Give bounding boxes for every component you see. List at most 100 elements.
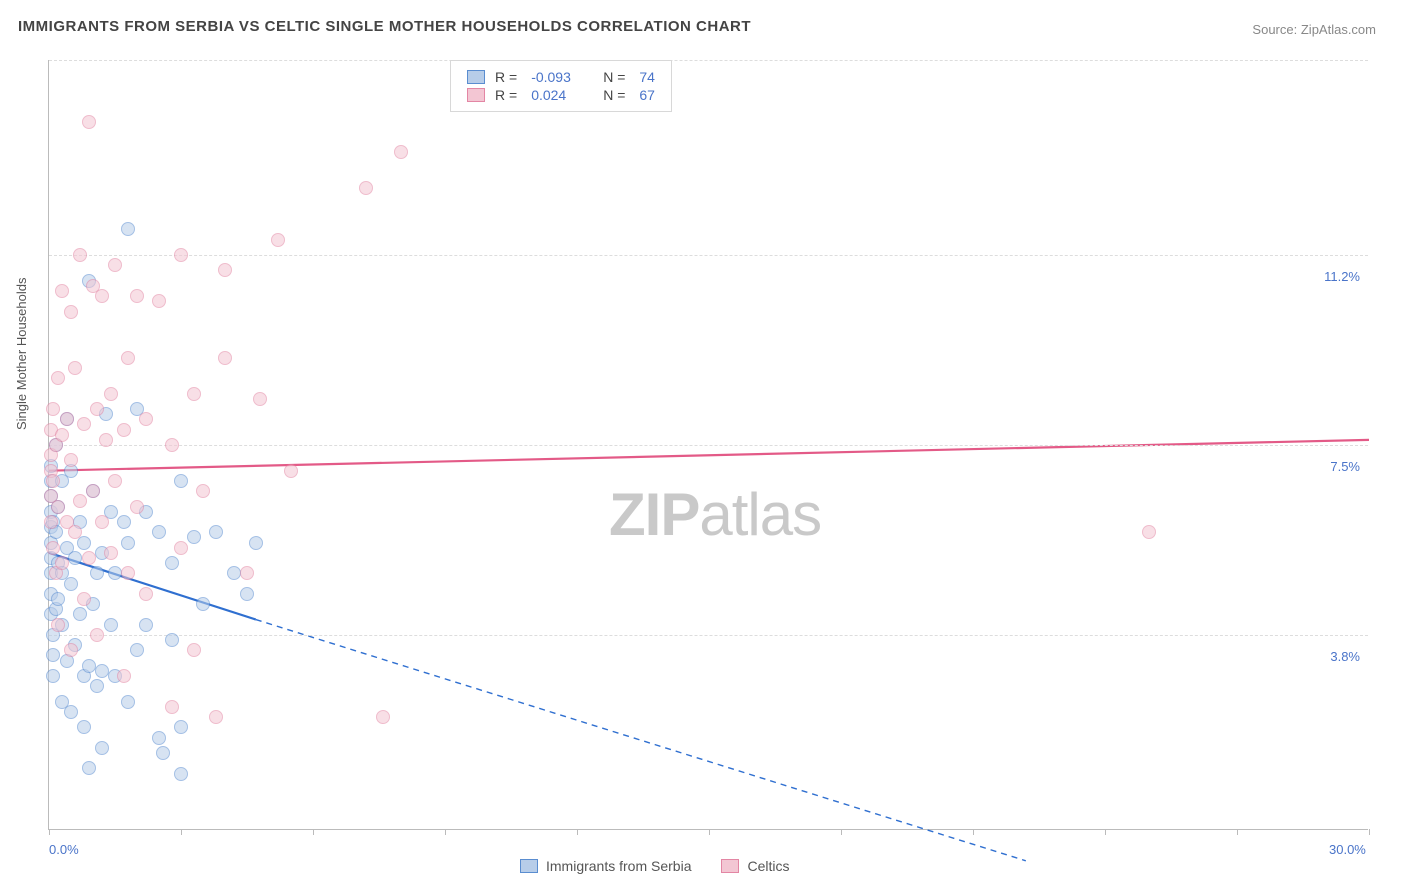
legend-stat-row: R = 0.024 N = 67 <box>467 87 655 103</box>
scatter-point-celtics <box>139 412 153 426</box>
scatter-point-serbia <box>95 741 109 755</box>
scatter-point-celtics <box>130 289 144 303</box>
watermark-light: atlas <box>699 481 821 548</box>
scatter-point-celtics <box>209 710 223 724</box>
scatter-point-serbia <box>209 525 223 539</box>
gridline-h <box>49 60 1368 61</box>
x-tick <box>1105 829 1106 835</box>
trend-line <box>256 620 1026 861</box>
scatter-point-serbia <box>51 592 65 606</box>
scatter-point-celtics <box>196 484 210 498</box>
scatter-point-celtics <box>130 500 144 514</box>
scatter-point-celtics <box>240 566 254 580</box>
x-tick <box>577 829 578 835</box>
scatter-point-serbia <box>117 515 131 529</box>
legend-stat-row: R = -0.093 N = 74 <box>467 69 655 85</box>
scatter-point-celtics <box>187 387 201 401</box>
scatter-point-celtics <box>121 566 135 580</box>
scatter-point-celtics <box>64 305 78 319</box>
gridline-h <box>49 445 1368 446</box>
scatter-point-serbia <box>64 577 78 591</box>
legend-n-value: 74 <box>639 69 655 85</box>
scatter-point-celtics <box>271 233 285 247</box>
scatter-point-serbia <box>77 720 91 734</box>
y-axis-title: Single Mother Households <box>14 278 29 430</box>
scatter-point-serbia <box>139 618 153 632</box>
legend-swatch <box>467 70 485 84</box>
scatter-point-celtics <box>95 515 109 529</box>
scatter-point-celtics <box>104 387 118 401</box>
scatter-point-serbia <box>104 618 118 632</box>
scatter-point-serbia <box>196 597 210 611</box>
legend-item: Immigrants from Serbia <box>520 858 691 874</box>
legend-n-value: 67 <box>639 87 655 103</box>
scatter-point-celtics <box>51 500 65 514</box>
scatter-point-serbia <box>130 643 144 657</box>
scatter-point-serbia <box>121 222 135 236</box>
source-value: ZipAtlas.com <box>1301 22 1376 37</box>
scatter-point-celtics <box>77 592 91 606</box>
gridline-h <box>49 635 1368 636</box>
scatter-point-serbia <box>82 761 96 775</box>
scatter-point-serbia <box>174 720 188 734</box>
scatter-point-celtics <box>253 392 267 406</box>
scatter-point-celtics <box>108 258 122 272</box>
legend-r-value: 0.024 <box>531 87 583 103</box>
watermark: ZIPatlas <box>609 480 821 549</box>
scatter-point-serbia <box>64 705 78 719</box>
x-tick <box>1237 829 1238 835</box>
scatter-point-celtics <box>121 351 135 365</box>
scatter-point-serbia <box>152 525 166 539</box>
scatter-point-celtics <box>359 181 373 195</box>
scatter-point-celtics <box>55 556 69 570</box>
scatter-point-celtics <box>117 669 131 683</box>
scatter-point-celtics <box>152 294 166 308</box>
x-tick-label: 30.0% <box>1329 842 1366 857</box>
scatter-point-celtics <box>90 402 104 416</box>
x-tick <box>181 829 182 835</box>
scatter-point-celtics <box>174 248 188 262</box>
scatter-point-serbia <box>249 536 263 550</box>
legend-r-value: -0.093 <box>531 69 583 85</box>
legend-r-label: R = <box>495 87 517 103</box>
plot-area: ZIPatlas 3.8%7.5%11.2%0.0%30.0% <box>48 60 1368 830</box>
scatter-point-celtics <box>77 417 91 431</box>
legend-label: Celtics <box>747 858 789 874</box>
scatter-point-celtics <box>376 710 390 724</box>
scatter-point-celtics <box>55 428 69 442</box>
scatter-point-celtics <box>187 643 201 657</box>
scatter-point-serbia <box>68 551 82 565</box>
scatter-point-celtics <box>108 474 122 488</box>
scatter-point-celtics <box>64 643 78 657</box>
legend-r-label: R = <box>495 69 517 85</box>
legend-n-label: N = <box>603 69 625 85</box>
source-label: Source: <box>1252 22 1297 37</box>
scatter-point-celtics <box>95 289 109 303</box>
scatter-point-celtics <box>284 464 298 478</box>
watermark-bold: ZIP <box>609 481 699 548</box>
scatter-point-celtics <box>86 484 100 498</box>
scatter-point-celtics <box>64 453 78 467</box>
scatter-point-celtics <box>1142 525 1156 539</box>
legend-swatch <box>520 859 538 873</box>
legend-swatch <box>467 88 485 102</box>
scatter-point-celtics <box>46 541 60 555</box>
scatter-point-celtics <box>51 371 65 385</box>
x-tick <box>841 829 842 835</box>
x-tick-label: 0.0% <box>49 842 79 857</box>
chart-container: IMMIGRANTS FROM SERBIA VS CELTIC SINGLE … <box>0 0 1406 892</box>
x-tick <box>445 829 446 835</box>
legend-n-label: N = <box>603 87 625 103</box>
scatter-point-serbia <box>174 767 188 781</box>
scatter-point-celtics <box>99 433 113 447</box>
x-tick <box>973 829 974 835</box>
x-tick <box>49 829 50 835</box>
legend-stats-box: R = -0.093 N = 74 R = 0.024 N = 67 <box>450 60 672 112</box>
scatter-point-celtics <box>46 474 60 488</box>
scatter-point-celtics <box>73 494 87 508</box>
scatter-point-serbia <box>165 556 179 570</box>
scatter-point-celtics <box>218 351 232 365</box>
legend-swatch <box>721 859 739 873</box>
y-tick-label: 11.2% <box>1324 269 1360 284</box>
scatter-point-serbia <box>73 607 87 621</box>
